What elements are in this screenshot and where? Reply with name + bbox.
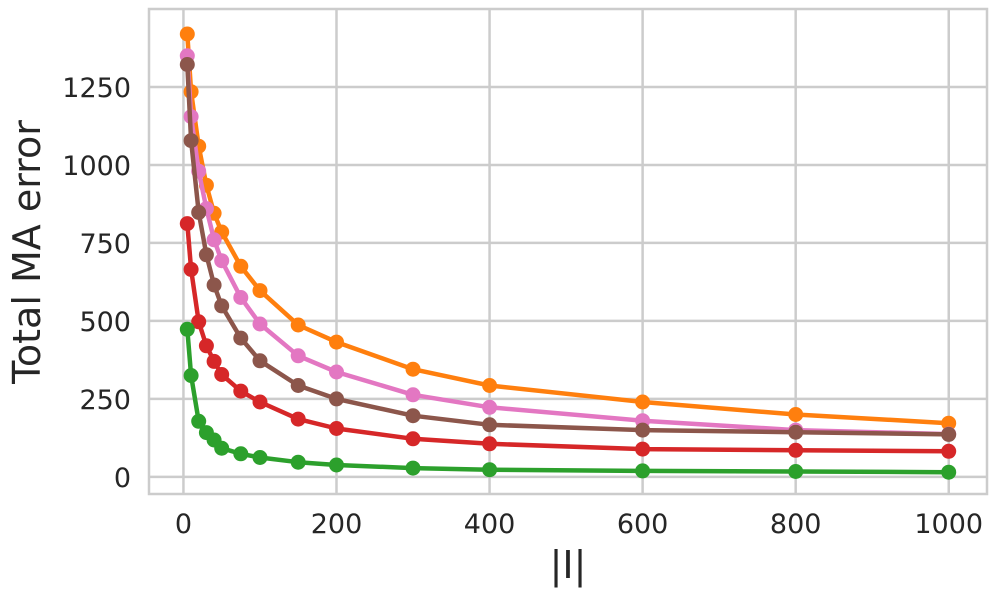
data-point	[252, 353, 268, 369]
data-point	[329, 421, 344, 436]
data-point	[183, 261, 199, 277]
data-point	[290, 317, 306, 333]
series-3	[179, 57, 957, 442]
series-line	[185, 31, 951, 426]
series-5	[179, 321, 957, 480]
data-point	[788, 464, 804, 479]
x-tick-label: 0	[175, 509, 192, 540]
data-point	[179, 57, 195, 72]
data-point	[635, 463, 651, 479]
data-point	[635, 422, 651, 438]
y-axis-label: Total MA error	[5, 120, 49, 385]
data-point	[482, 462, 498, 478]
data-point	[233, 290, 249, 305]
data-point	[214, 253, 230, 269]
data-point	[941, 415, 957, 431]
series-4	[179, 216, 957, 459]
x-tick-label: 1000	[914, 509, 983, 540]
data-point	[329, 457, 344, 473]
data-point	[206, 232, 222, 248]
data-point	[198, 247, 214, 263]
data-point	[252, 450, 268, 465]
data-point	[191, 314, 207, 330]
data-point	[233, 383, 249, 399]
data-point	[252, 283, 268, 299]
data-point	[183, 133, 199, 149]
data-point	[290, 348, 306, 364]
data-point	[179, 26, 195, 42]
data-point	[233, 446, 249, 462]
data-point	[405, 431, 421, 447]
series-line	[185, 53, 951, 437]
data-point	[405, 387, 421, 403]
data-point	[191, 413, 207, 429]
data-point	[329, 334, 344, 350]
data-point	[179, 321, 195, 337]
data-point	[233, 330, 249, 346]
data-point	[179, 216, 195, 232]
data-point	[482, 436, 498, 452]
x-tick-label: 600	[617, 509, 669, 540]
x-tick-label: 200	[311, 509, 363, 540]
data-point	[183, 368, 199, 383]
y-tick-label: 1000	[62, 151, 131, 182]
data-point	[941, 464, 957, 480]
tick-labels: 0 200 400 600 800 1000 0 250 500 750 1000 1250	[62, 73, 983, 540]
data-point	[290, 454, 306, 470]
y-tick-label: 1250	[62, 73, 131, 104]
data-point	[482, 417, 498, 433]
data-point	[191, 204, 207, 220]
data-point	[635, 441, 651, 457]
data-point	[405, 408, 421, 424]
data-point	[482, 399, 498, 415]
x-tick-label: 400	[464, 509, 516, 540]
data-point	[405, 361, 421, 377]
data-point	[214, 367, 230, 382]
data-point	[482, 378, 498, 393]
data-point	[214, 440, 230, 456]
data-point	[233, 258, 249, 274]
data-point	[214, 298, 230, 314]
data-point	[252, 394, 268, 410]
data-point	[405, 460, 421, 476]
data-point	[206, 277, 222, 293]
plot-frame	[147, 7, 989, 496]
series-layer	[179, 26, 957, 480]
data-point	[788, 407, 804, 422]
data-point	[290, 378, 306, 393]
data-point	[941, 443, 957, 459]
data-point	[788, 424, 804, 440]
grid-lines	[149, 9, 987, 494]
data-point	[206, 353, 222, 369]
x-tick-label: 800	[770, 509, 822, 540]
data-point	[329, 364, 344, 380]
data-point	[252, 316, 268, 332]
data-point	[290, 411, 306, 427]
data-point	[941, 426, 957, 442]
y-tick-label: 500	[79, 307, 131, 338]
data-point	[198, 338, 214, 354]
y-tick-label: 750	[79, 229, 131, 260]
y-tick-label: 0	[114, 463, 131, 494]
y-tick-label: 250	[79, 385, 131, 416]
data-point	[788, 442, 804, 458]
data-point	[329, 391, 344, 407]
data-point	[635, 394, 651, 410]
x-axis-label: |I|	[550, 543, 587, 588]
